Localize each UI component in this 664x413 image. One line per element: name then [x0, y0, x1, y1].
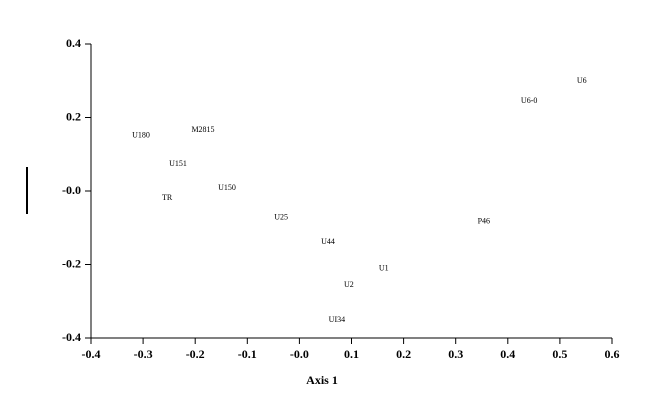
- x-tick-label: -0.2: [186, 347, 205, 361]
- point-label: U2: [344, 280, 354, 289]
- y-tick-label: -0.2: [62, 256, 81, 270]
- x-axis-label: Axis 1: [306, 373, 338, 387]
- x-tick-label: 0.3: [448, 347, 463, 361]
- point-label: U150: [218, 183, 236, 192]
- point-label: U25: [274, 213, 288, 222]
- x-tick-label: 0.1: [344, 347, 359, 361]
- point-label: M2815: [191, 125, 214, 134]
- point-label: U1: [379, 264, 389, 273]
- point-label: U6: [577, 76, 587, 85]
- point-label: U6-0: [521, 96, 537, 105]
- x-tick-label: -0.0: [290, 347, 309, 361]
- y-tick-label: 0.2: [66, 109, 81, 123]
- x-tick-label: 0.4: [500, 347, 515, 361]
- x-tick-label: 0.5: [552, 347, 567, 361]
- x-tick-label: 0.6: [605, 347, 620, 361]
- point-label: U151: [169, 159, 187, 168]
- point-label: UI34: [329, 315, 345, 324]
- x-tick-label: -0.4: [82, 347, 101, 361]
- point-label: U180: [132, 131, 150, 140]
- y-tick-label: 0.4: [66, 36, 81, 50]
- y-tick-label: -0.4: [62, 330, 81, 344]
- x-tick-label: -0.3: [134, 347, 153, 361]
- x-tick-label: -0.1: [238, 347, 257, 361]
- x-tick-label: 0.2: [396, 347, 411, 361]
- point-label: TR: [162, 193, 173, 202]
- y-tick-label: -0.0: [62, 183, 81, 197]
- point-label: P46: [478, 217, 490, 226]
- point-label: U44: [321, 237, 335, 246]
